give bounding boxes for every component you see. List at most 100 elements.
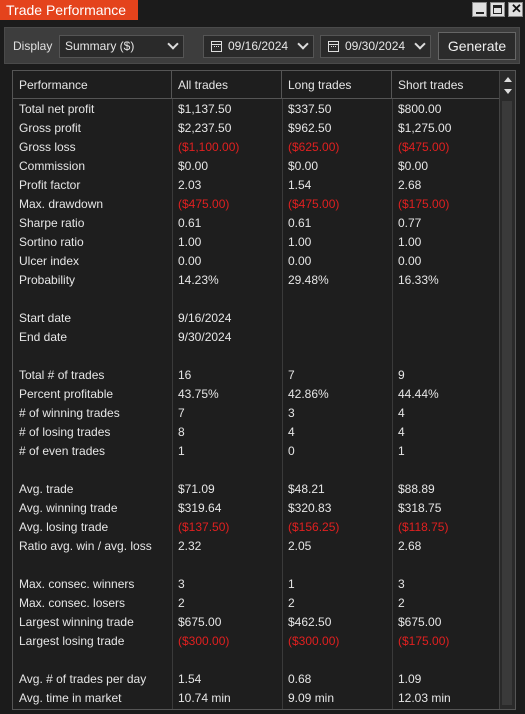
- metric-label: Total # of trades: [19, 368, 105, 382]
- column-header-long-trades[interactable]: Long trades: [282, 71, 392, 99]
- all-trades-value: $71.09: [178, 482, 215, 496]
- display-select[interactable]: Summary ($): [59, 35, 184, 58]
- generate-button[interactable]: Generate: [438, 32, 516, 60]
- close-icon: ✕: [511, 1, 522, 16]
- metric-label: Avg. time in market: [19, 691, 122, 705]
- short-trades-value: ($175.00): [398, 197, 450, 211]
- short-trades-value: 1.09: [398, 672, 422, 686]
- metric-label: Percent profitable: [19, 387, 114, 401]
- metric-label: Max. drawdown: [19, 197, 104, 211]
- short-trades-value: $800.00: [398, 102, 442, 116]
- short-trades-value: ($475.00): [398, 140, 450, 154]
- window-title: Trade Performance: [0, 0, 138, 20]
- short-trades-value: [392, 328, 398, 347]
- start-date-picker[interactable]: 09/16/2024: [203, 35, 314, 58]
- table-row: Percent profitable 43.75% 42.86% 44.44%: [13, 385, 501, 404]
- long-trades-value: $320.83: [288, 501, 332, 515]
- all-trades-value: 0.61: [178, 216, 202, 230]
- short-trades-value: 9: [398, 368, 405, 382]
- metric-label: # of losing trades: [19, 425, 111, 439]
- all-trades-value: 2: [178, 596, 185, 610]
- long-trades-value: 1.00: [288, 235, 312, 249]
- short-trades-value: $88.89: [398, 482, 435, 496]
- all-trades-value: ($475.00): [178, 197, 230, 211]
- metric-label: End date: [19, 330, 68, 344]
- table-row: [13, 556, 501, 575]
- table-row: # of losing trades 8 4 4: [13, 423, 501, 442]
- scroll-up-icon[interactable]: [504, 77, 512, 82]
- minimize-button[interactable]: [472, 2, 487, 17]
- vertical-scrollbar[interactable]: [499, 71, 515, 709]
- column-divider: [392, 99, 393, 709]
- all-trades-value: 7: [178, 406, 185, 420]
- table-row: End date 9/30/2024: [13, 328, 501, 347]
- column-header-performance[interactable]: Performance: [13, 71, 172, 99]
- long-trades-value: 0.61: [288, 216, 312, 230]
- metric-label: Largest losing trade: [19, 634, 125, 648]
- metric-label: Sharpe ratio: [19, 216, 85, 230]
- long-trades-value: [282, 556, 288, 575]
- metric-label: [13, 651, 19, 670]
- short-trades-value: ($118.75): [398, 520, 449, 534]
- short-trades-value: $0.00: [398, 159, 429, 173]
- short-trades-value: 3: [398, 577, 405, 591]
- column-header-short-trades[interactable]: Short trades: [392, 71, 501, 99]
- metric-label: [13, 461, 19, 480]
- long-trades-value: 0.68: [288, 672, 312, 686]
- close-button[interactable]: ✕: [508, 1, 523, 17]
- all-trades-value: 10.74 min: [178, 691, 231, 705]
- long-trades-value: 4: [288, 425, 295, 439]
- long-trades-value: ($625.00): [288, 140, 340, 154]
- all-trades-value: [172, 290, 178, 309]
- short-trades-value: [392, 309, 398, 328]
- column-header-all-trades[interactable]: All trades: [172, 71, 282, 99]
- short-trades-value: 0.77: [398, 216, 422, 230]
- table-row: Max. consec. losers 2 2 2: [13, 594, 501, 613]
- metric-label: Probability: [19, 273, 76, 287]
- table-row: [13, 347, 501, 366]
- short-trades-value: [392, 556, 398, 575]
- all-trades-value: 2.03: [178, 178, 202, 192]
- long-trades-value: $337.50: [288, 102, 332, 116]
- table-row: Profit factor 2.03 1.54 2.68: [13, 176, 501, 195]
- maximize-button[interactable]: [490, 2, 505, 17]
- all-trades-value: 8: [178, 425, 185, 439]
- table-row: Largest losing trade ($300.00) ($300.00) ($…: [13, 632, 501, 651]
- metric-label: # of winning trades: [19, 406, 120, 420]
- short-trades-value: 12.03 min: [398, 691, 451, 705]
- all-trades-value: 43.75%: [178, 387, 219, 401]
- metric-label: Max. consec. winners: [19, 577, 135, 591]
- end-date-picker[interactable]: 09/30/2024: [320, 35, 431, 58]
- table-row: Start date 9/16/2024: [13, 309, 501, 328]
- all-trades-value: 14.23%: [178, 273, 219, 287]
- all-trades-value: $675.00: [178, 615, 222, 629]
- metric-label: Start date: [19, 311, 72, 325]
- chevron-down-icon: [167, 38, 179, 50]
- metric-label: Avg. trade: [19, 482, 74, 496]
- title-bar: Trade Performance ✕: [0, 0, 525, 20]
- table-row: Ulcer index 0.00 0.00 0.00: [13, 252, 501, 271]
- long-trades-value: [282, 309, 288, 328]
- short-trades-value: 2.68: [398, 178, 422, 192]
- all-trades-value: $1,137.50: [178, 102, 232, 116]
- table-row: # of even trades 1 0 1: [13, 442, 501, 461]
- short-trades-value: 1.00: [398, 235, 422, 249]
- long-trades-value: $462.50: [288, 615, 332, 629]
- table-row: Gross loss ($1,100.00) ($625.00) ($475.00): [13, 138, 501, 157]
- metric-label: [13, 556, 19, 575]
- short-trades-value: 2.68: [398, 539, 422, 553]
- all-trades-value: 1.54: [178, 672, 202, 686]
- scroll-down-icon[interactable]: [504, 89, 512, 94]
- all-trades-value: [172, 651, 178, 670]
- long-trades-value: $0.00: [288, 159, 319, 173]
- scroll-thumb[interactable]: [502, 101, 512, 705]
- short-trades-value: [392, 347, 398, 366]
- metric-label: Ulcer index: [19, 254, 80, 268]
- table-row: Sortino ratio 1.00 1.00 1.00: [13, 233, 501, 252]
- long-trades-value: [282, 651, 288, 670]
- long-trades-value: ($156.25): [288, 520, 340, 534]
- table-row: Avg. winning trade $319.64 $320.83 $318.75: [13, 499, 501, 518]
- metric-label: Gross profit: [19, 121, 82, 135]
- table-row: Total net profit $1,137.50 $337.50 $800.00: [13, 100, 501, 119]
- metric-label: Avg. # of trades per day: [19, 672, 147, 686]
